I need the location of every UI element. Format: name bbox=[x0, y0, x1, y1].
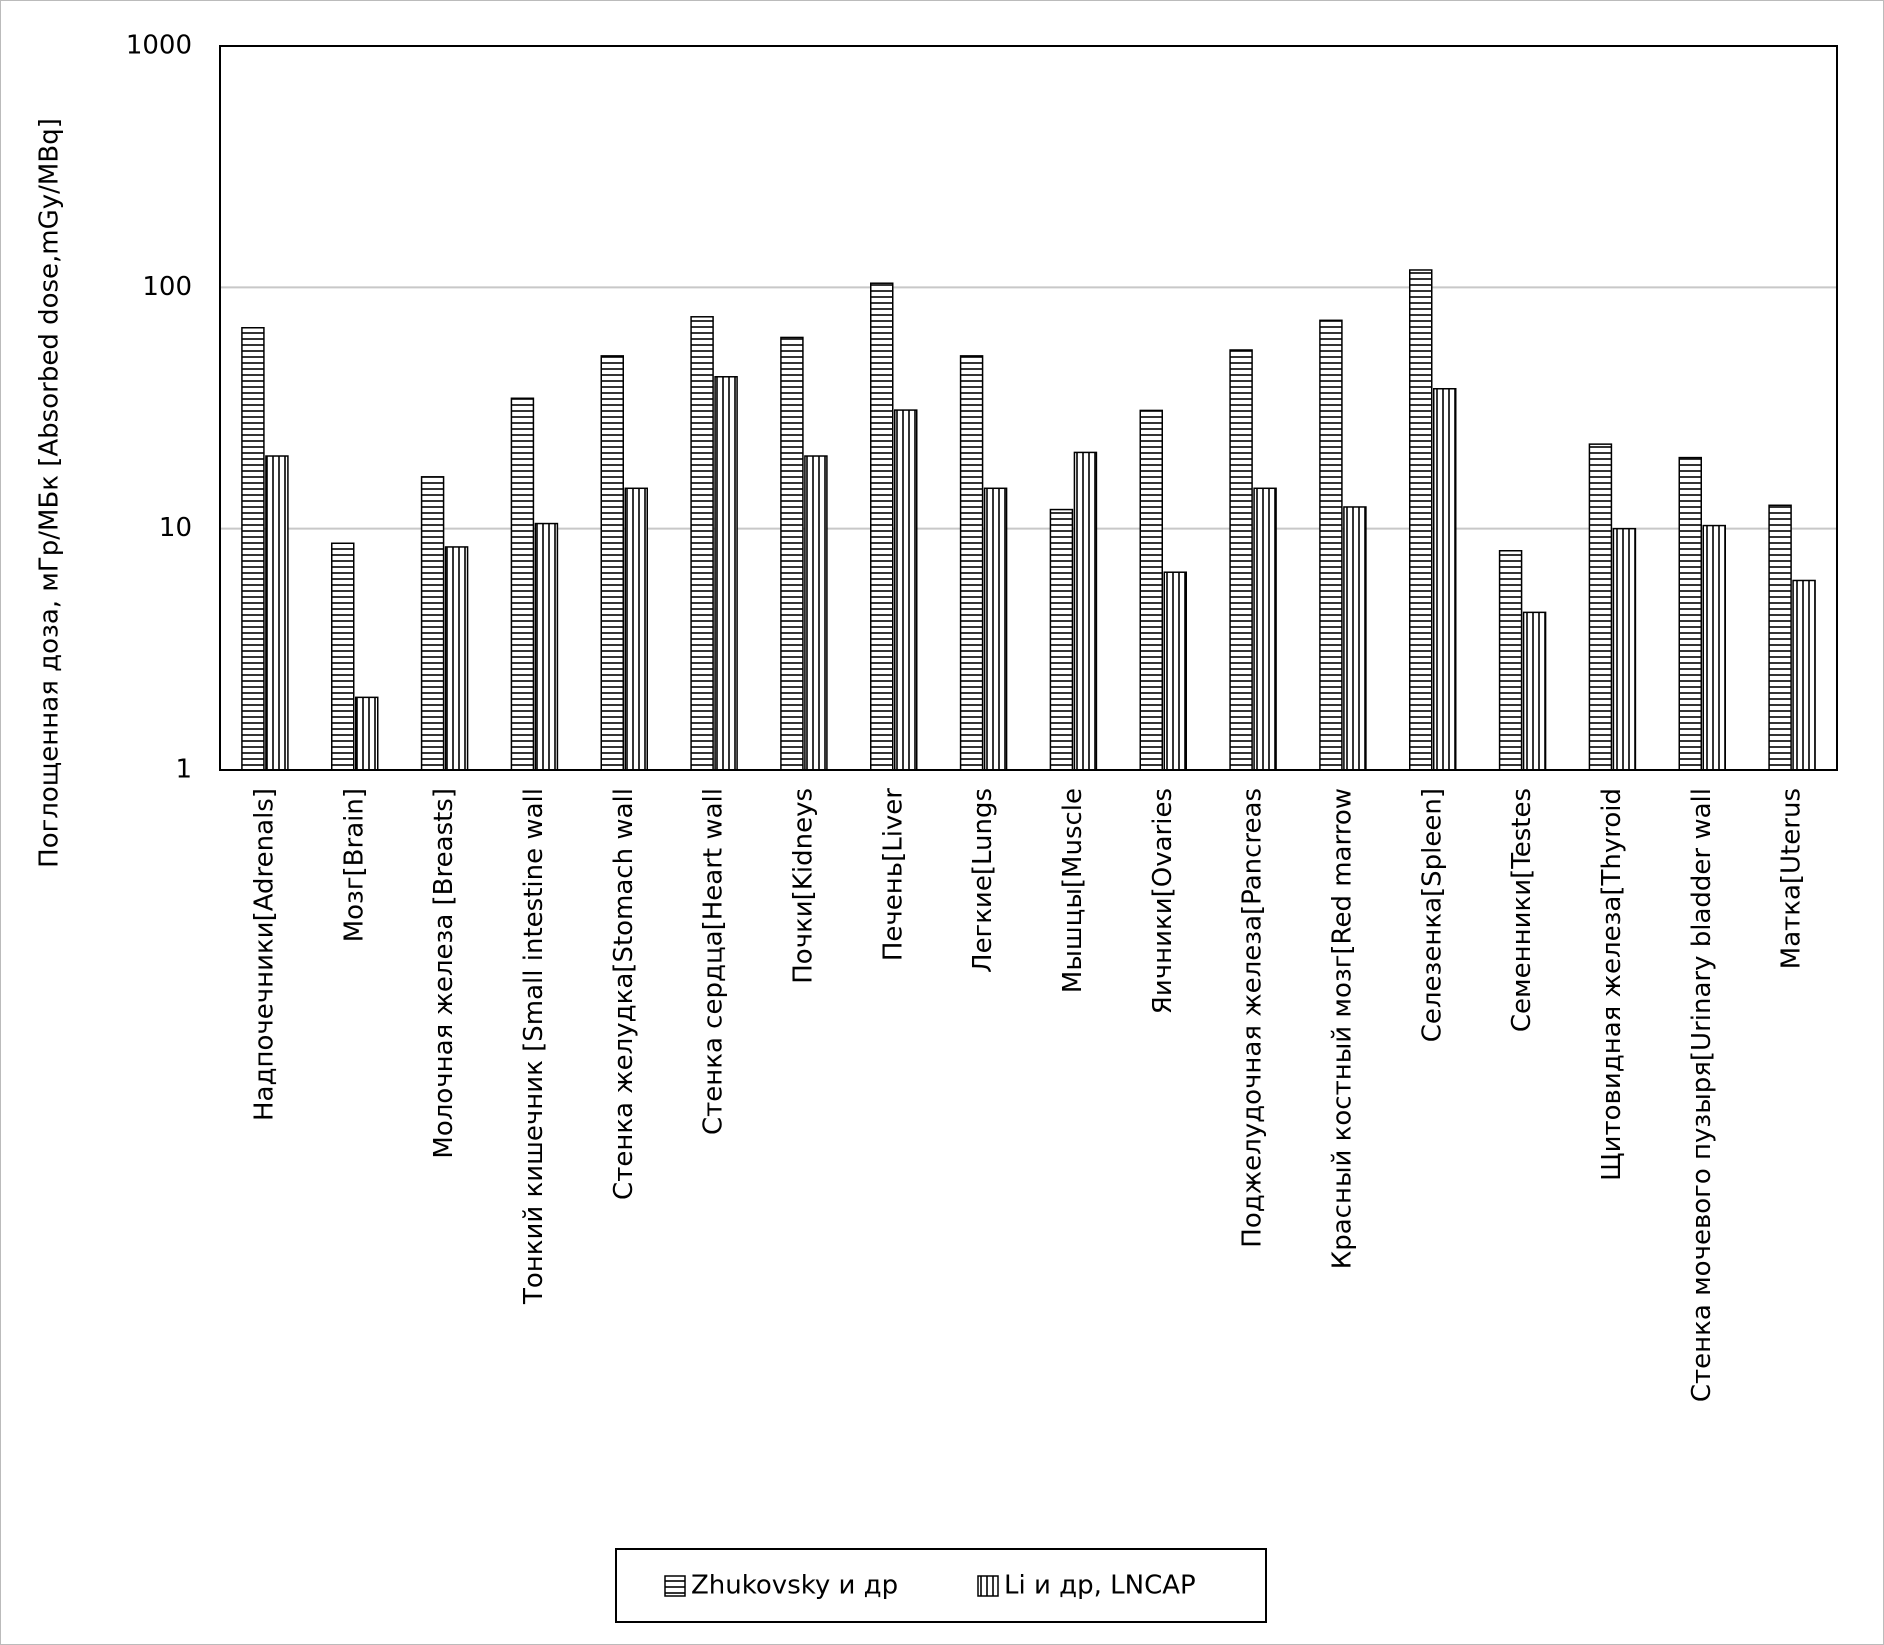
x-tick-label: Молочная железа [Breasts] bbox=[429, 788, 459, 1159]
x-tick-label: Яичники[Ovaries bbox=[1148, 788, 1178, 1014]
bar bbox=[265, 455, 289, 771]
bar bbox=[1253, 487, 1277, 771]
x-tick-label: Легкие[Lungs bbox=[968, 788, 998, 973]
legend-swatch bbox=[977, 1575, 999, 1597]
bar bbox=[780, 336, 804, 771]
bar bbox=[510, 397, 535, 771]
legend-label: Li и др, LNCAP bbox=[1004, 1571, 1196, 1601]
bar bbox=[600, 355, 624, 771]
x-tick-label: Печень[Liver bbox=[878, 788, 908, 961]
bar bbox=[1163, 571, 1187, 771]
x-tick-label: Мышцы[Muscle bbox=[1058, 788, 1088, 993]
bar bbox=[1343, 506, 1367, 771]
x-tick-label: Стенка мочевого пузыря[Urinary bladder w… bbox=[1687, 788, 1717, 1402]
bar bbox=[444, 546, 469, 771]
bar bbox=[959, 355, 984, 771]
x-tick-label: Красный костный мозг[Red marrow bbox=[1327, 788, 1357, 1269]
x-tick-label: Селезенка[Spleen] bbox=[1417, 788, 1447, 1042]
y-tick-label: 100 bbox=[142, 272, 192, 302]
bar bbox=[1678, 456, 1702, 771]
x-tick-label: Стенка желудка[Stomach wall bbox=[609, 788, 639, 1200]
x-tick-label: Поджелудочная железа[Pancreas bbox=[1238, 788, 1268, 1248]
y-tick-label: 1000 bbox=[126, 31, 192, 61]
bar bbox=[624, 487, 648, 771]
legend-label: Zhukovsky и др bbox=[691, 1571, 898, 1601]
x-tick-label: Тонкий кишечник [Small intestine wall bbox=[519, 788, 549, 1305]
bar bbox=[355, 696, 379, 771]
y-axis-title: Поглощенная доза, мГр/МБк [Absorbed dose… bbox=[35, 118, 65, 868]
bar bbox=[1073, 451, 1098, 771]
bar bbox=[1498, 550, 1523, 771]
bar bbox=[241, 327, 265, 771]
bar bbox=[420, 476, 445, 771]
bar bbox=[714, 376, 738, 771]
x-tick-label: Надпочечники[Adrenals] bbox=[249, 788, 279, 1121]
legend-swatch bbox=[664, 1575, 686, 1597]
y-tick-label: 10 bbox=[159, 513, 192, 543]
x-tick-label: Семенники[Testes bbox=[1507, 788, 1537, 1032]
bar bbox=[983, 487, 1008, 771]
legend-box bbox=[615, 1548, 1267, 1623]
bar bbox=[1702, 524, 1726, 771]
bar bbox=[1229, 349, 1253, 771]
bar bbox=[1433, 387, 1457, 771]
bar bbox=[534, 522, 559, 771]
bar bbox=[1049, 508, 1074, 771]
bar bbox=[1768, 504, 1792, 771]
bar bbox=[331, 542, 355, 771]
bar bbox=[1139, 409, 1163, 771]
bar bbox=[1792, 579, 1816, 771]
y-tick-label: 1 bbox=[175, 755, 192, 785]
bar bbox=[1409, 269, 1433, 771]
bar bbox=[1612, 527, 1637, 771]
bar bbox=[1319, 319, 1343, 771]
x-tick-label: Стенка сердца[Heart wall bbox=[699, 788, 729, 1135]
bar bbox=[1588, 443, 1613, 771]
bar bbox=[870, 282, 894, 771]
x-tick-label: Матка[Uterus bbox=[1777, 788, 1807, 969]
x-tick-label: Почки[Kidneys bbox=[788, 788, 818, 984]
bar bbox=[894, 409, 918, 771]
x-tick-label: Щитовидная железа[Thyroid bbox=[1597, 788, 1627, 1181]
bar bbox=[690, 316, 714, 771]
bar bbox=[1522, 611, 1547, 771]
plot-frame bbox=[219, 45, 1838, 771]
bar bbox=[804, 455, 828, 771]
x-tick-label: Мозг[Brain] bbox=[339, 788, 369, 942]
